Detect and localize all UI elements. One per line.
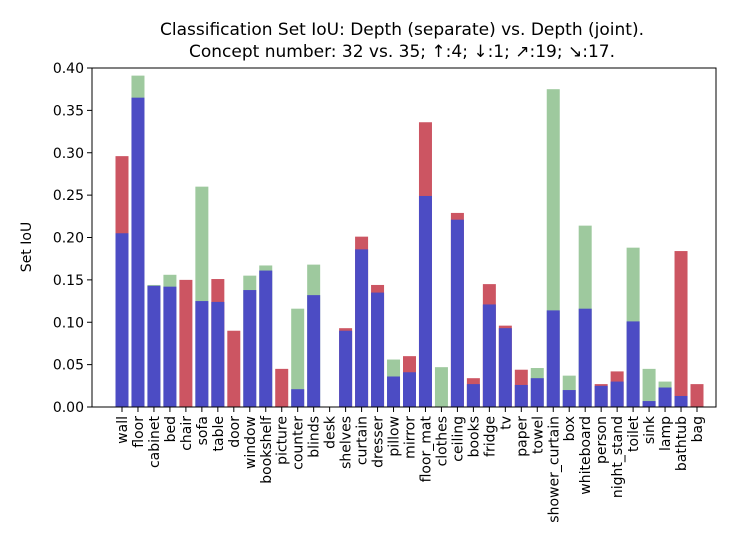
x-tick-label: counter — [291, 416, 307, 470]
bar-overlap — [546, 310, 560, 407]
x-tick-label: fridge — [482, 416, 498, 457]
x-tick-label: clothes — [434, 416, 450, 466]
bar-overlap — [115, 233, 129, 407]
x-tick-label: whiteboard — [578, 416, 594, 495]
x-tick-label: paper — [514, 416, 530, 457]
x-tick-label: sink — [642, 415, 658, 444]
bar-overlap — [131, 97, 145, 407]
y-tick-label: 0.35 — [53, 103, 84, 119]
x-tick-label: person — [594, 416, 610, 464]
x-tick-label: desk — [323, 415, 339, 449]
bar-overlap — [514, 384, 528, 407]
y-tick-label: 0.30 — [53, 146, 84, 162]
bar-overlap — [403, 372, 416, 407]
x-tick-label: ceiling — [450, 416, 466, 462]
x-tick-label: floor_mat — [418, 416, 434, 483]
x-tick-label: mirror — [403, 416, 419, 459]
x-tick-label: bathtub — [674, 416, 690, 471]
y-tick-label: 0.15 — [53, 273, 84, 289]
x-tick-label: pillow — [387, 416, 403, 457]
bar-overlap — [387, 376, 401, 407]
x-tick-label: bookshelf — [259, 415, 275, 484]
x-tick-label: picture — [275, 416, 291, 465]
bar-overlap — [658, 387, 672, 407]
x-tick-label: floor — [131, 416, 147, 448]
bar-overlap — [195, 301, 209, 407]
plot-frame — [91, 67, 717, 408]
x-tick-label: dresser — [371, 416, 387, 468]
bar-overlap — [371, 292, 385, 407]
bar-higher — [690, 384, 704, 407]
bar-overlap — [418, 195, 432, 407]
x-tick-label: shower_curtain — [546, 416, 562, 523]
x-tick-label: tv — [498, 416, 514, 430]
y-tick-label: 0.10 — [53, 315, 84, 331]
bar-overlap — [594, 385, 608, 407]
x-tick-label: night_stand — [610, 416, 626, 498]
bar-overlap — [562, 390, 576, 407]
bar-overlap — [163, 286, 177, 407]
x-tick-label: shelves — [339, 416, 355, 469]
bar-overlap — [339, 330, 353, 407]
bar-overlap — [610, 381, 624, 407]
x-tick-label: bag — [690, 416, 706, 442]
bar-higher — [275, 368, 289, 407]
chart-subtitle: Concept number: 32 vs. 35; ↑:4; ↓:1; ↗:1… — [189, 42, 615, 62]
x-ticks-group: wall floor cabinet bed chair sofa table door win… — [115, 407, 706, 523]
y-tick-label: 0.05 — [53, 358, 84, 374]
bar-overlap — [355, 249, 369, 407]
bar-overlap — [642, 401, 656, 407]
x-tick-label: towel — [530, 416, 546, 454]
bar-higher — [674, 251, 688, 407]
bar-higher — [179, 279, 193, 407]
x-tick-label: table — [211, 416, 227, 451]
bar-overlap — [307, 295, 321, 407]
bar-overlap — [211, 301, 225, 407]
bar-overlap — [243, 290, 257, 407]
bar-higher — [291, 308, 305, 407]
bar-overlap — [530, 378, 544, 407]
y-ticks-group: 0.00 0.05 0.10 0.15 0.20 0.25 0.30 0.35 0.40 — [53, 61, 92, 416]
bar-overlap — [498, 328, 512, 407]
x-tick-label: curtain — [355, 416, 371, 465]
bar-overlap — [259, 270, 273, 407]
y-tick-label: 0.40 — [53, 61, 84, 77]
bar-overlap — [674, 395, 688, 407]
bar-overlap — [291, 389, 305, 407]
x-tick-label: chair — [179, 416, 195, 451]
y-tick-label: 0.25 — [53, 188, 84, 204]
bar-overlap — [482, 304, 496, 407]
bars-group — [115, 75, 704, 408]
bar-higher — [434, 367, 448, 407]
y-axis-label: Set IoU — [19, 222, 35, 272]
bar-higher — [227, 330, 241, 407]
x-tick-label: toilet — [626, 415, 642, 451]
x-tick-label: door — [227, 416, 243, 448]
chart-title: Classification Set IoU: Depth (separate)… — [160, 20, 644, 40]
bar-higher — [642, 368, 656, 407]
x-tick-label: blinds — [307, 416, 323, 458]
bar-overlap — [147, 285, 161, 407]
bar-overlap — [466, 384, 480, 407]
x-tick-label: box — [562, 416, 578, 441]
bar-overlap — [450, 219, 464, 407]
x-tick-label: window — [243, 416, 259, 469]
x-tick-label: lamp — [658, 416, 674, 451]
bar-overlap — [626, 321, 640, 407]
x-tick-label: sofa — [195, 416, 211, 445]
x-tick-label: cabinet — [147, 415, 163, 468]
x-tick-label: bed — [163, 416, 179, 442]
x-tick-label: wall — [115, 416, 131, 444]
x-tick-label: books — [466, 416, 482, 457]
bar-overlap — [578, 308, 592, 407]
y-tick-label: 0.20 — [53, 231, 84, 247]
y-tick-label: 0.00 — [53, 400, 84, 416]
